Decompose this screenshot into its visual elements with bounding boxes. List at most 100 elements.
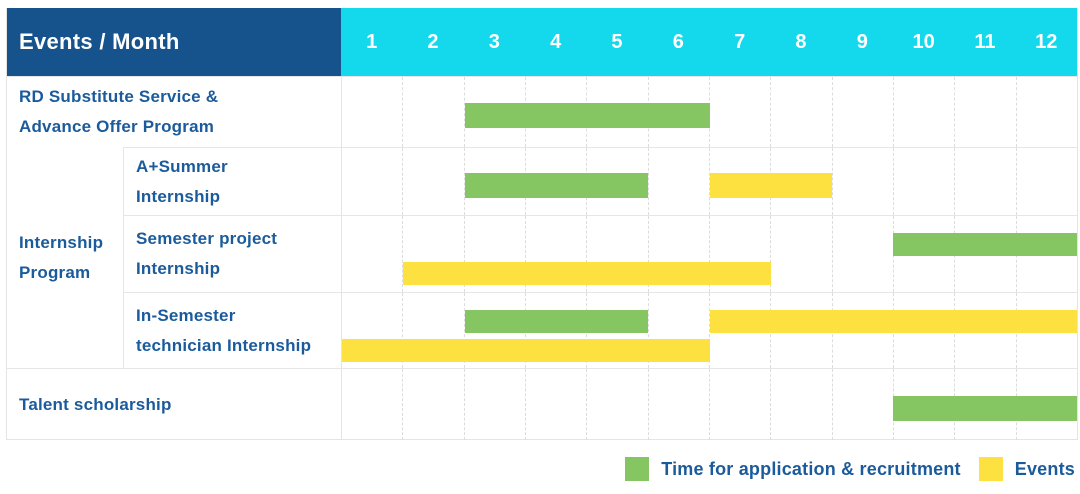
row-label-line: Semester project — [136, 229, 278, 248]
month-cell — [342, 216, 402, 292]
recruitment-bar — [893, 395, 1077, 421]
month-cell — [831, 77, 893, 147]
table-row-a-plus-summer-internship: A+Summer Internship — [7, 147, 1077, 215]
recruitment-bar — [464, 103, 710, 128]
events-bar — [342, 339, 710, 362]
month-cell — [770, 216, 831, 292]
legend-label-events: Events — [1014, 458, 1075, 479]
month-header-8: 8 — [795, 30, 807, 53]
month-cell — [463, 77, 525, 147]
month-cell — [708, 77, 770, 147]
group-label-line: Program — [19, 262, 91, 282]
month-cell — [708, 216, 770, 292]
row-grid-a-plus-summer-internship — [341, 148, 1077, 215]
row-grid-semester-project-internship — [341, 216, 1077, 292]
month-cell — [954, 77, 1015, 147]
month-cell — [524, 216, 586, 292]
corner-header: Events / Month — [7, 8, 341, 76]
row-label-line: technician Internship — [136, 335, 312, 355]
month-cell — [647, 369, 709, 440]
month-cell — [342, 369, 402, 440]
row-grid-rd-substitute-service — [341, 77, 1077, 147]
events-bar — [709, 172, 832, 198]
month-cell — [402, 293, 463, 368]
month-cell — [402, 77, 463, 147]
row-label-line: Internship — [136, 259, 221, 278]
month-cell — [770, 77, 831, 147]
recruitment-bar — [893, 233, 1077, 256]
row-label-line: RD Substitute Service & — [19, 87, 219, 106]
recruitment-bar — [464, 172, 649, 198]
group-label-line: Internship — [19, 232, 104, 252]
table-body: RD Substitute Service & Advance Offer Pro… — [7, 76, 1077, 440]
month-cell — [586, 216, 647, 292]
month-header-12: 12 — [1035, 30, 1058, 53]
month-header-11: 11 — [974, 30, 996, 53]
month-cell — [586, 369, 647, 440]
month-cell — [342, 77, 402, 147]
row-label-line: Internship — [136, 186, 221, 206]
month-cell — [1015, 148, 1077, 215]
row-label-in-semester-technician-internship: In-Semester technician Internship — [7, 293, 341, 368]
month-header-5: 5 — [611, 30, 623, 53]
month-header-10: 10 — [912, 30, 935, 53]
month-cell — [708, 369, 770, 440]
events-bar — [403, 262, 771, 285]
row-label-a-plus-summer-internship: A+Summer Internship — [7, 148, 341, 215]
row-label-line: A+Summer — [136, 156, 228, 176]
month-cell — [831, 369, 893, 440]
month-cell — [402, 369, 463, 440]
month-cell — [647, 216, 709, 292]
month-header-9: 9 — [856, 30, 868, 53]
month-cell — [647, 148, 709, 215]
table-row-rd-substitute-service: RD Substitute Service & Advance Offer Pro… — [7, 76, 1077, 147]
events-swatch-icon — [978, 457, 1003, 481]
month-cell — [463, 216, 525, 292]
month-cell — [463, 148, 525, 215]
table-row-semester-project-internship: Semester project Internship — [7, 215, 1077, 292]
month-cell — [831, 216, 893, 292]
group-cell-internship-program: Internship Program — [7, 147, 124, 368]
legend-label-recruitment: Time for application & recruitment — [661, 458, 961, 479]
month-cell — [708, 293, 770, 368]
month-header-3: 3 — [488, 30, 500, 53]
month-header-4: 4 — [550, 30, 562, 53]
legend-item-events: Events — [978, 457, 1075, 481]
row-label-semester-project-internship: Semester project Internship — [7, 216, 341, 292]
row-label-line: In-Semester — [136, 305, 236, 325]
table-header-row: Events / Month 1 2 3 4 5 6 7 8 9 10 11 12 — [7, 8, 1077, 76]
month-cell — [402, 216, 463, 292]
legend: Time for application & recruitment Events — [625, 452, 1075, 486]
month-header-1: 1 — [366, 30, 378, 53]
month-cell — [524, 369, 586, 440]
table-row-in-semester-technician-internship: In-Semester technician Internship — [7, 292, 1077, 368]
events-bar — [709, 310, 1077, 333]
table-row-talent-scholarship: Talent scholarship — [7, 368, 1077, 440]
row-label-rd-substitute-service: RD Substitute Service & Advance Offer Pro… — [7, 77, 341, 147]
month-cell — [342, 148, 402, 215]
events-month-table: Events / Month 1 2 3 4 5 6 7 8 9 10 11 12 RD Substi… — [6, 8, 1078, 440]
month-header-7: 7 — [734, 30, 746, 53]
month-cell — [708, 148, 770, 215]
row-grid-in-semester-technician-internship — [341, 293, 1077, 368]
month-cell — [770, 369, 831, 440]
recruitment-bar — [464, 310, 649, 333]
month-header-row: 1 2 3 4 5 6 7 8 9 10 11 12 — [341, 8, 1077, 76]
month-cell — [463, 293, 525, 368]
month-cell — [831, 148, 893, 215]
month-cell — [954, 148, 1015, 215]
legend-item-recruitment: Time for application & recruitment — [625, 457, 961, 481]
month-cell — [402, 148, 463, 215]
month-cell — [1015, 77, 1077, 147]
row-label-talent-scholarship: Talent scholarship — [7, 369, 341, 440]
month-header-6: 6 — [672, 30, 684, 53]
month-cell — [892, 148, 954, 215]
month-cell — [463, 369, 525, 440]
recruitment-swatch-icon — [625, 457, 650, 481]
row-label-line: Talent scholarship — [19, 394, 172, 414]
row-grid-talent-scholarship — [341, 369, 1077, 440]
month-cell — [892, 77, 954, 147]
row-label-line: Advance Offer Program — [19, 117, 215, 136]
month-header-2: 2 — [427, 30, 439, 53]
